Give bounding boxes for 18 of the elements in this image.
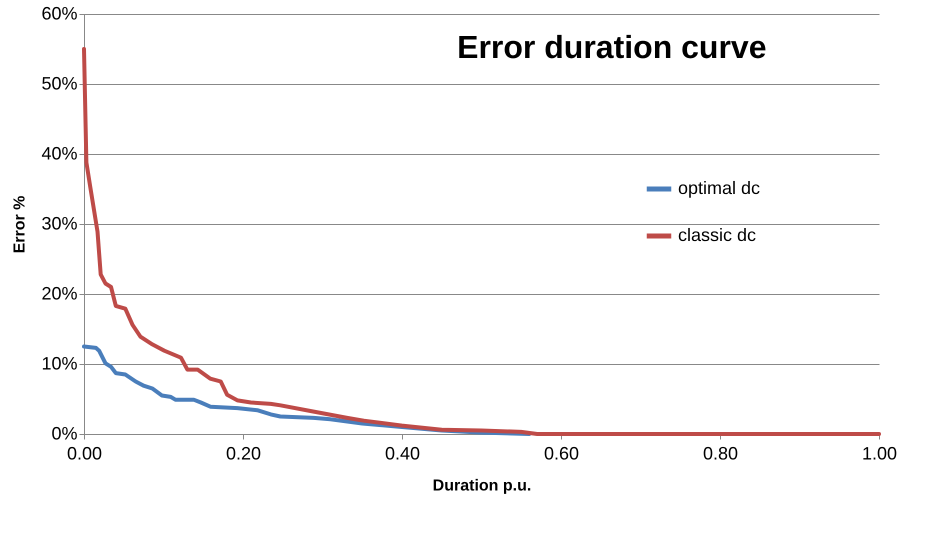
legend-label: optimal dc xyxy=(678,178,760,198)
y-tick-label: 0% xyxy=(51,424,78,444)
y-tick-label: 60% xyxy=(41,4,78,24)
x-tick-label: 0.20 xyxy=(226,444,262,464)
y-tick-label: 10% xyxy=(41,354,78,374)
y-tick-label: 20% xyxy=(41,284,78,304)
text: Error duration curve xyxy=(457,29,767,65)
x-tick-label: 0.80 xyxy=(702,444,738,464)
x-tick-label: 0.00 xyxy=(66,444,102,464)
x-axis-title: Duration p.u. xyxy=(432,478,532,494)
y-axis-title: Error % xyxy=(11,196,28,254)
y-tick-label: 30% xyxy=(41,214,78,234)
x-tick-label: 1.00 xyxy=(862,444,898,464)
x-tick-label: 0.60 xyxy=(544,444,580,464)
y-tick-label: 40% xyxy=(41,144,78,164)
y-tick-label: 50% xyxy=(41,74,78,94)
legend-label: classic dc xyxy=(678,225,756,245)
x-tick-label: 0.40 xyxy=(384,444,420,464)
